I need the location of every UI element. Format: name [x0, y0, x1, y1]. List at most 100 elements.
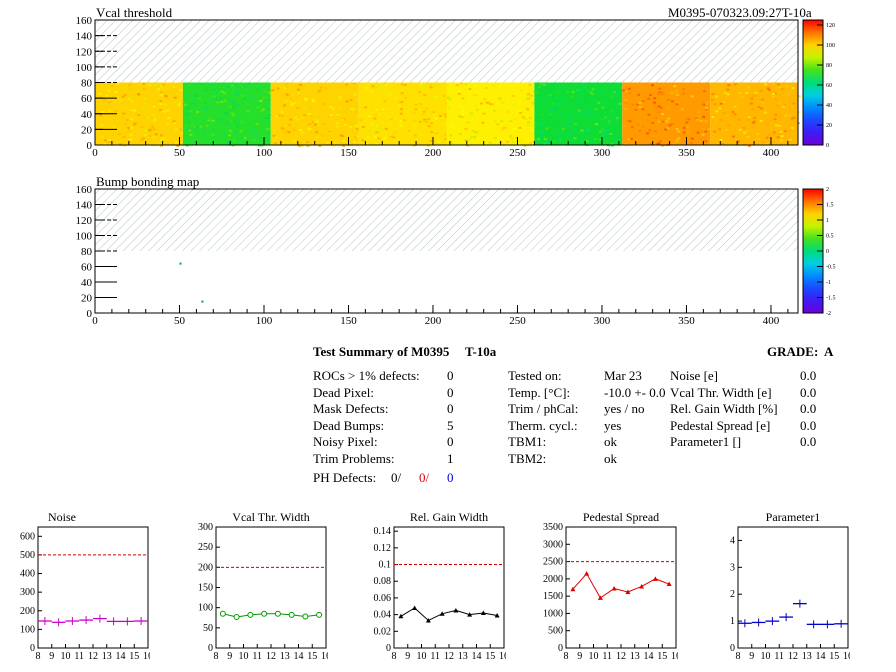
- pixel-speck: [723, 91, 727, 94]
- pixel-speck: [179, 128, 183, 131]
- pixel-speck: [791, 87, 795, 90]
- pixel-speck: [280, 132, 284, 135]
- data-point: [398, 613, 404, 619]
- x-tick-label: 250: [509, 147, 526, 159]
- pixel-speck: [173, 89, 177, 92]
- pixel-speck: [791, 93, 795, 96]
- colorbar-tick-label: 40: [826, 103, 832, 109]
- pixel-speck: [660, 93, 664, 96]
- pixel-speck: [686, 117, 690, 120]
- y-tick-label: 0: [87, 140, 93, 152]
- pixel-speck: [687, 90, 691, 93]
- pixel-speck: [626, 119, 630, 122]
- pixel-speck: [756, 132, 760, 135]
- pixel-speck: [292, 101, 296, 104]
- pixel-speck: [521, 115, 525, 118]
- pixel-speck: [361, 139, 365, 142]
- defect-value: 5: [447, 417, 454, 433]
- pixel-speck: [392, 136, 396, 139]
- pixel-speck: [436, 96, 440, 99]
- pixel-speck: [660, 94, 664, 97]
- bump-bonding-map: 0 50 100 150 200 250 300 350 4000204060801001201…: [76, 184, 836, 327]
- x-tick-label: 14: [116, 651, 126, 662]
- pixel-speck: [193, 126, 197, 129]
- pixel-speck: [464, 139, 468, 142]
- pixel-speck: [174, 128, 178, 131]
- y-tick-label: 80: [81, 78, 93, 90]
- pixel-speck: [776, 83, 780, 86]
- pixel-speck: [105, 88, 109, 91]
- chart-title: Pedestal Spread: [583, 510, 659, 524]
- y-tick-label: 120: [76, 46, 93, 58]
- x-tick-label: 13: [458, 651, 468, 662]
- pixel-speck: [212, 95, 216, 98]
- pixel-speck: [361, 102, 365, 105]
- pixel-speck: [334, 113, 338, 116]
- pixel-speck: [117, 142, 121, 145]
- colorbar-tick-label: -2: [826, 311, 831, 317]
- pixel-speck: [129, 83, 133, 86]
- pixel-speck: [751, 108, 755, 111]
- pixel-speck: [232, 139, 236, 142]
- pixel-speck: [780, 88, 784, 91]
- data-point: [611, 586, 617, 591]
- pixel-speck: [268, 98, 272, 101]
- pixel-speck: [543, 138, 547, 141]
- pixel-speck: [258, 99, 262, 102]
- x-tick-label: 9: [49, 651, 54, 662]
- pixel-speck: [230, 131, 234, 134]
- pixel-speck: [522, 99, 526, 102]
- pixel-speck: [267, 116, 271, 119]
- y-tick-label: 140: [76, 31, 93, 43]
- pixel-speck: [160, 138, 164, 141]
- pixel-speck: [444, 133, 448, 136]
- pixel-speck: [228, 129, 232, 132]
- test-label: Therm. cycl.:: [508, 417, 578, 433]
- pixel-speck: [570, 139, 574, 142]
- y-tick-label: 0: [730, 643, 735, 654]
- pixel-speck: [202, 132, 206, 135]
- pixel-speck: [214, 97, 218, 100]
- pixel-speck: [578, 98, 582, 101]
- pixel-speck: [268, 91, 272, 94]
- pixel-speck: [383, 91, 387, 94]
- pixel-speck: [398, 104, 402, 107]
- x-tick-label: 11: [74, 651, 84, 662]
- pixel-speck: [327, 142, 331, 145]
- pixel-speck: [638, 117, 642, 120]
- pixel-speck: [388, 107, 392, 110]
- test-value: Mar 23: [604, 368, 642, 383]
- pixel-speck: [683, 99, 687, 102]
- pixel-speck: [354, 136, 358, 139]
- pixel-speck: [526, 124, 530, 127]
- pixel-speck: [443, 99, 447, 102]
- data-point: [425, 617, 431, 623]
- pixel-speck: [234, 84, 238, 87]
- pixel-speck: [721, 129, 725, 132]
- param-value: 0.0: [800, 401, 817, 416]
- data-point: [316, 611, 323, 618]
- pixel-speck: [761, 101, 765, 104]
- x-tick-label: 100: [256, 147, 273, 159]
- y-tick-label: 400: [20, 569, 35, 580]
- pixel-speck: [654, 117, 658, 120]
- y-tick-label: 160: [76, 15, 93, 27]
- pixel-speck: [318, 89, 322, 92]
- pixel-speck: [166, 109, 170, 112]
- ph-defects-v1: 0/: [391, 470, 402, 485]
- test-value: -10.0 +- 0.0: [604, 384, 666, 400]
- pixel-speck: [641, 108, 645, 111]
- pixel-speck: [474, 131, 478, 134]
- pixel-speck: [186, 128, 190, 131]
- pixel-speck: [368, 129, 372, 132]
- pixel-speck: [657, 120, 661, 123]
- pixel-speck: [694, 117, 698, 120]
- y-tick-label: 500: [548, 626, 563, 637]
- pixel-speck: [470, 112, 474, 115]
- pixel-speck: [133, 109, 137, 112]
- pixel-speck: [204, 89, 208, 92]
- pixel-speck: [733, 105, 737, 108]
- pixel-speck: [429, 86, 433, 89]
- pixel-speck: [272, 139, 276, 142]
- pixel-speck: [373, 117, 377, 120]
